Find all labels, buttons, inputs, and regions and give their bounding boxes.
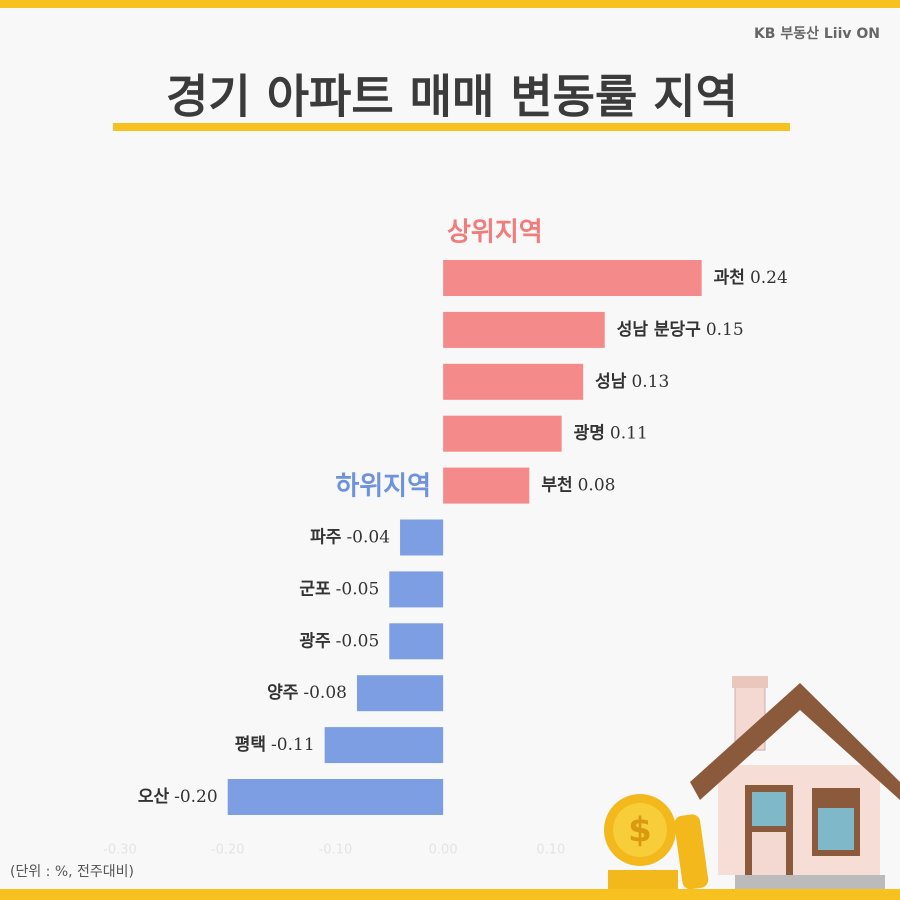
coin-inner <box>613 803 667 857</box>
value-label: -0.08 <box>303 683 347 703</box>
coin-side <box>674 814 709 890</box>
value-label: 0.08 <box>578 475 616 495</box>
bar <box>389 571 444 608</box>
bar <box>443 260 702 296</box>
category-label: 성남 <box>595 372 627 392</box>
bar <box>324 727 444 764</box>
bar-label: 부천 0.08 <box>541 475 615 496</box>
category-label: 오산 <box>138 787 170 807</box>
bar-label: 군포 -0.05 <box>299 579 379 600</box>
bar <box>389 623 444 660</box>
bottom-border <box>0 889 900 900</box>
value-label: -0.05 <box>336 631 380 651</box>
brand: KB 부동산 Liiv ON <box>754 25 880 42</box>
door-window <box>752 792 786 826</box>
value-label: -0.05 <box>336 579 380 599</box>
bar <box>227 779 444 815</box>
x-tick-label: -0.30 <box>103 843 137 858</box>
category-label: 평택 <box>235 735 266 755</box>
bar <box>400 519 444 556</box>
bar-label: 광명 0.11 <box>574 423 648 444</box>
top-group-label: 상위지역 <box>447 218 543 248</box>
bar-label: 평택 -0.11 <box>235 735 315 756</box>
bar-label: 성남 0.13 <box>595 371 669 392</box>
value-label: -0.20 <box>174 787 218 807</box>
house-illustration: $ <box>604 676 900 890</box>
value-label: -0.04 <box>346 527 390 547</box>
bottom-group-label: 하위지역 <box>335 472 431 502</box>
value-label: 0.11 <box>610 423 648 443</box>
roof <box>690 683 900 800</box>
house-base <box>735 875 885 889</box>
value-label: -0.11 <box>271 735 315 755</box>
top-border <box>0 0 900 8</box>
value-label: 0.24 <box>750 268 788 288</box>
unit-note: (단위 : %, 전주대비) <box>10 864 134 880</box>
x-tick-label: -0.10 <box>319 843 353 858</box>
value-label: 0.13 <box>631 371 669 391</box>
bar-label: 과천 0.24 <box>714 268 788 289</box>
bar <box>443 467 530 504</box>
category-label: 양주 <box>267 683 299 703</box>
bar <box>443 311 605 348</box>
category-label: 부천 <box>541 476 572 496</box>
bar-label: 광주 -0.05 <box>299 631 379 652</box>
category-label: 광주 <box>299 631 331 651</box>
category-label: 파주 <box>310 528 342 548</box>
bar <box>356 675 444 712</box>
title-underline <box>113 123 790 131</box>
x-tick-label: 0.00 <box>429 843 458 858</box>
category-label: 광명 <box>574 424 605 444</box>
x-tick-label: -0.20 <box>211 843 245 858</box>
bar-label: 성남 분당구 0.15 <box>617 319 744 340</box>
x-tick-label: 0.10 <box>536 843 565 858</box>
window-glass <box>818 808 854 850</box>
chart-title: 경기 아파트 매매 변동률 지역 <box>166 70 738 124</box>
coin-stack <box>608 870 678 889</box>
chimney-top <box>732 676 768 688</box>
category-label: 군포 <box>299 579 331 599</box>
value-label: 0.15 <box>706 319 744 339</box>
bar-label: 오산 -0.20 <box>138 787 218 808</box>
door-panel <box>752 832 786 875</box>
category-label: 과천 <box>714 268 745 288</box>
bar <box>443 363 584 400</box>
bar-label: 양주 -0.08 <box>267 683 347 704</box>
bar-label: 파주 -0.04 <box>310 527 390 548</box>
coin-symbol: $ <box>628 811 652 851</box>
bar <box>443 415 562 452</box>
category-label: 성남 분당구 <box>617 320 701 340</box>
